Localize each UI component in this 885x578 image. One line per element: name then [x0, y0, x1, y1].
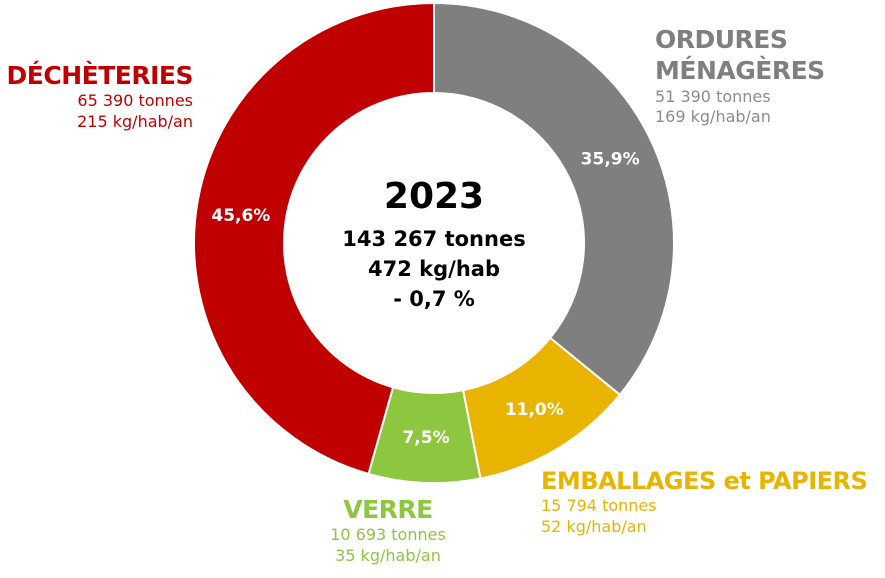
category-label: ORDURES MÉNAGÈRES	[655, 25, 825, 86]
label-block: VERRE 10 693 tonnes 35 kg/hab/an	[278, 494, 498, 567]
detail: 65 390 tonnes	[77, 91, 193, 111]
center-line: 143 267 tonnes	[342, 227, 525, 251]
detail: 10 693 tonnes	[330, 525, 446, 545]
donut-slice	[433, 1, 675, 397]
center-line: - 0,7 %	[393, 287, 475, 311]
detail: 52 kg/hab/an	[541, 516, 647, 536]
value-label: 45,6%	[211, 206, 270, 226]
value-label: 7,5%	[402, 428, 449, 448]
detail: 15 794 tonnes	[541, 496, 657, 515]
value-label: 11,0%	[505, 400, 564, 420]
label-block: ORDURES MÉNAGÈRES 51 390 tonnes 169 kg/h…	[655, 24, 845, 128]
detail: 51 390 tonnes	[655, 86, 771, 106]
category-label: VERRE	[343, 495, 433, 524]
label-block: DÉCHÈTERIES 65 390 tonnes 215 kg/hab/an	[6, 60, 194, 133]
detail: 169 kg/hab/an	[655, 107, 771, 127]
detail: 35 kg/hab/an	[335, 546, 441, 566]
label-block: EMBALLAGES et PAPIERS 15 794 tonnes 52 k…	[541, 466, 868, 538]
category-label: EMBALLAGES et PAPIERS	[541, 467, 868, 495]
center-title: 2023	[384, 176, 484, 217]
value-label: 35,9%	[581, 149, 640, 169]
detail: 215 kg/hab/an	[77, 112, 193, 132]
category-label: DÉCHÈTERIES	[6, 61, 194, 90]
donut-slice	[193, 1, 435, 476]
center-line: 472 kg/hab	[368, 257, 500, 281]
